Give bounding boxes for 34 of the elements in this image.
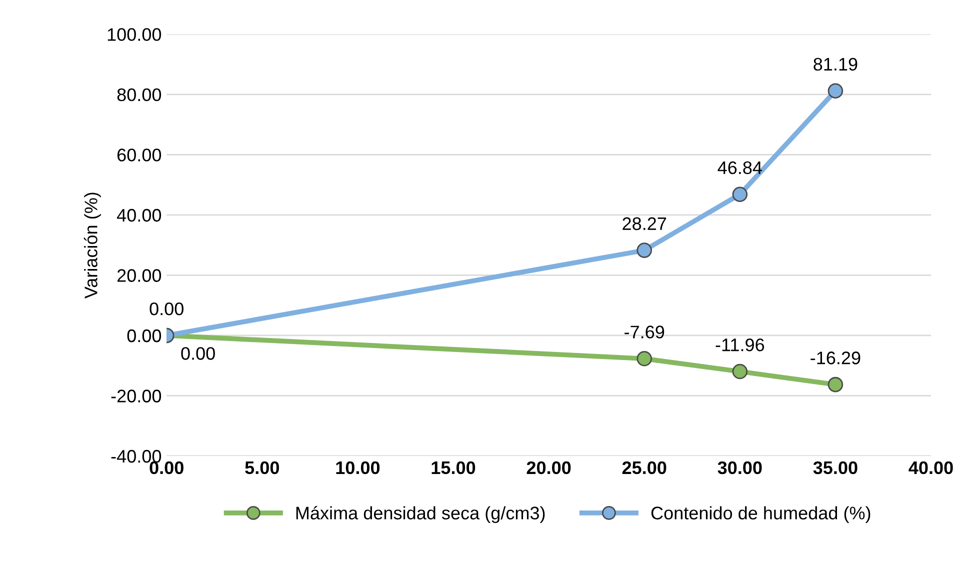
data-label: 81.19 xyxy=(814,58,858,71)
x-tick-label: 15.00 xyxy=(432,461,476,474)
point xyxy=(636,351,652,366)
data-label: 0.00 xyxy=(181,347,215,360)
point xyxy=(732,364,748,380)
point xyxy=(732,186,748,202)
y-tick-label: 60.00 xyxy=(117,148,162,162)
y-tick-label: 0.00 xyxy=(127,329,162,342)
data-label: -7.69 xyxy=(624,326,664,338)
data-label: -11.96 xyxy=(716,338,764,352)
legend-label: Máxima densidad seca (g/cm3) xyxy=(296,506,545,524)
point xyxy=(828,83,844,99)
data-label: 28.27 xyxy=(622,217,666,230)
y-tick-label: -20.00 xyxy=(111,390,162,402)
data-label: -16.29 xyxy=(810,352,860,364)
point xyxy=(636,242,652,258)
x-tick-label: 0.00 xyxy=(150,461,184,474)
data-label: 0.00 xyxy=(150,302,184,316)
x-tick-label: 25.00 xyxy=(622,461,666,474)
x-tick-label: 35.00 xyxy=(813,461,858,474)
legend-label: Contenido de humedad (%) xyxy=(651,506,870,524)
x-tick-label: 20.00 xyxy=(526,461,571,474)
data-label: 46.84 xyxy=(718,161,762,174)
y-tick-label: 20.00 xyxy=(117,269,162,282)
point xyxy=(828,376,844,392)
y-axis-title: Variación (%) xyxy=(84,192,101,299)
y-tick-label: -40.00 xyxy=(111,450,162,463)
x-tick-label: 10.00 xyxy=(336,461,380,474)
x-tick-label: 40.00 xyxy=(908,461,953,474)
y-tick-label: 80.00 xyxy=(117,88,162,102)
x-tick-label: 5.00 xyxy=(245,461,279,474)
x-tick-label: 30.00 xyxy=(718,461,762,474)
y-tick-label: 40.00 xyxy=(116,208,162,222)
y-tick-label: 100.00 xyxy=(108,28,162,41)
